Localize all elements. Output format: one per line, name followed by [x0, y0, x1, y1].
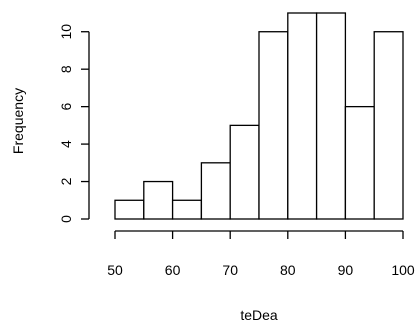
y-tick-label-2: 4 [58, 140, 74, 148]
histogram-bar-5 [258, 31, 289, 220]
y-axis: 0 2 4 6 8 10 [58, 24, 90, 223]
y-tick-label-4: 8 [58, 65, 74, 73]
y-tick-label-1: 2 [58, 177, 74, 185]
y-tick-label-3: 6 [58, 103, 74, 111]
histogram-bar-4 [229, 124, 260, 220]
histogram-bar-6 [287, 12, 318, 220]
y-tick-label-5: 10 [58, 24, 74, 40]
x-tick-label-0: 50 [107, 262, 123, 278]
x-tick-label-2: 70 [222, 262, 238, 278]
histogram-bar-9 [373, 31, 404, 220]
histogram-bar-3 [200, 162, 231, 220]
histogram-bar-2 [171, 199, 203, 220]
y-tick-label-0: 0 [58, 215, 74, 223]
y-axis-title: Frequency [10, 88, 26, 154]
histogram-bars [114, 12, 404, 220]
histogram-bar-1 [143, 180, 174, 220]
x-tick-label-3: 80 [280, 262, 296, 278]
x-tick-label-5: 100 [391, 262, 415, 278]
x-tick-label-1: 60 [165, 262, 181, 278]
histogram-bar-7 [315, 12, 347, 220]
x-tick-label-4: 90 [338, 262, 354, 278]
x-axis: 50 60 70 80 90 100 [107, 230, 415, 278]
histogram-bar-8 [344, 105, 375, 220]
histogram-bar-0 [114, 199, 145, 220]
x-axis-title: teDea [240, 307, 278, 323]
